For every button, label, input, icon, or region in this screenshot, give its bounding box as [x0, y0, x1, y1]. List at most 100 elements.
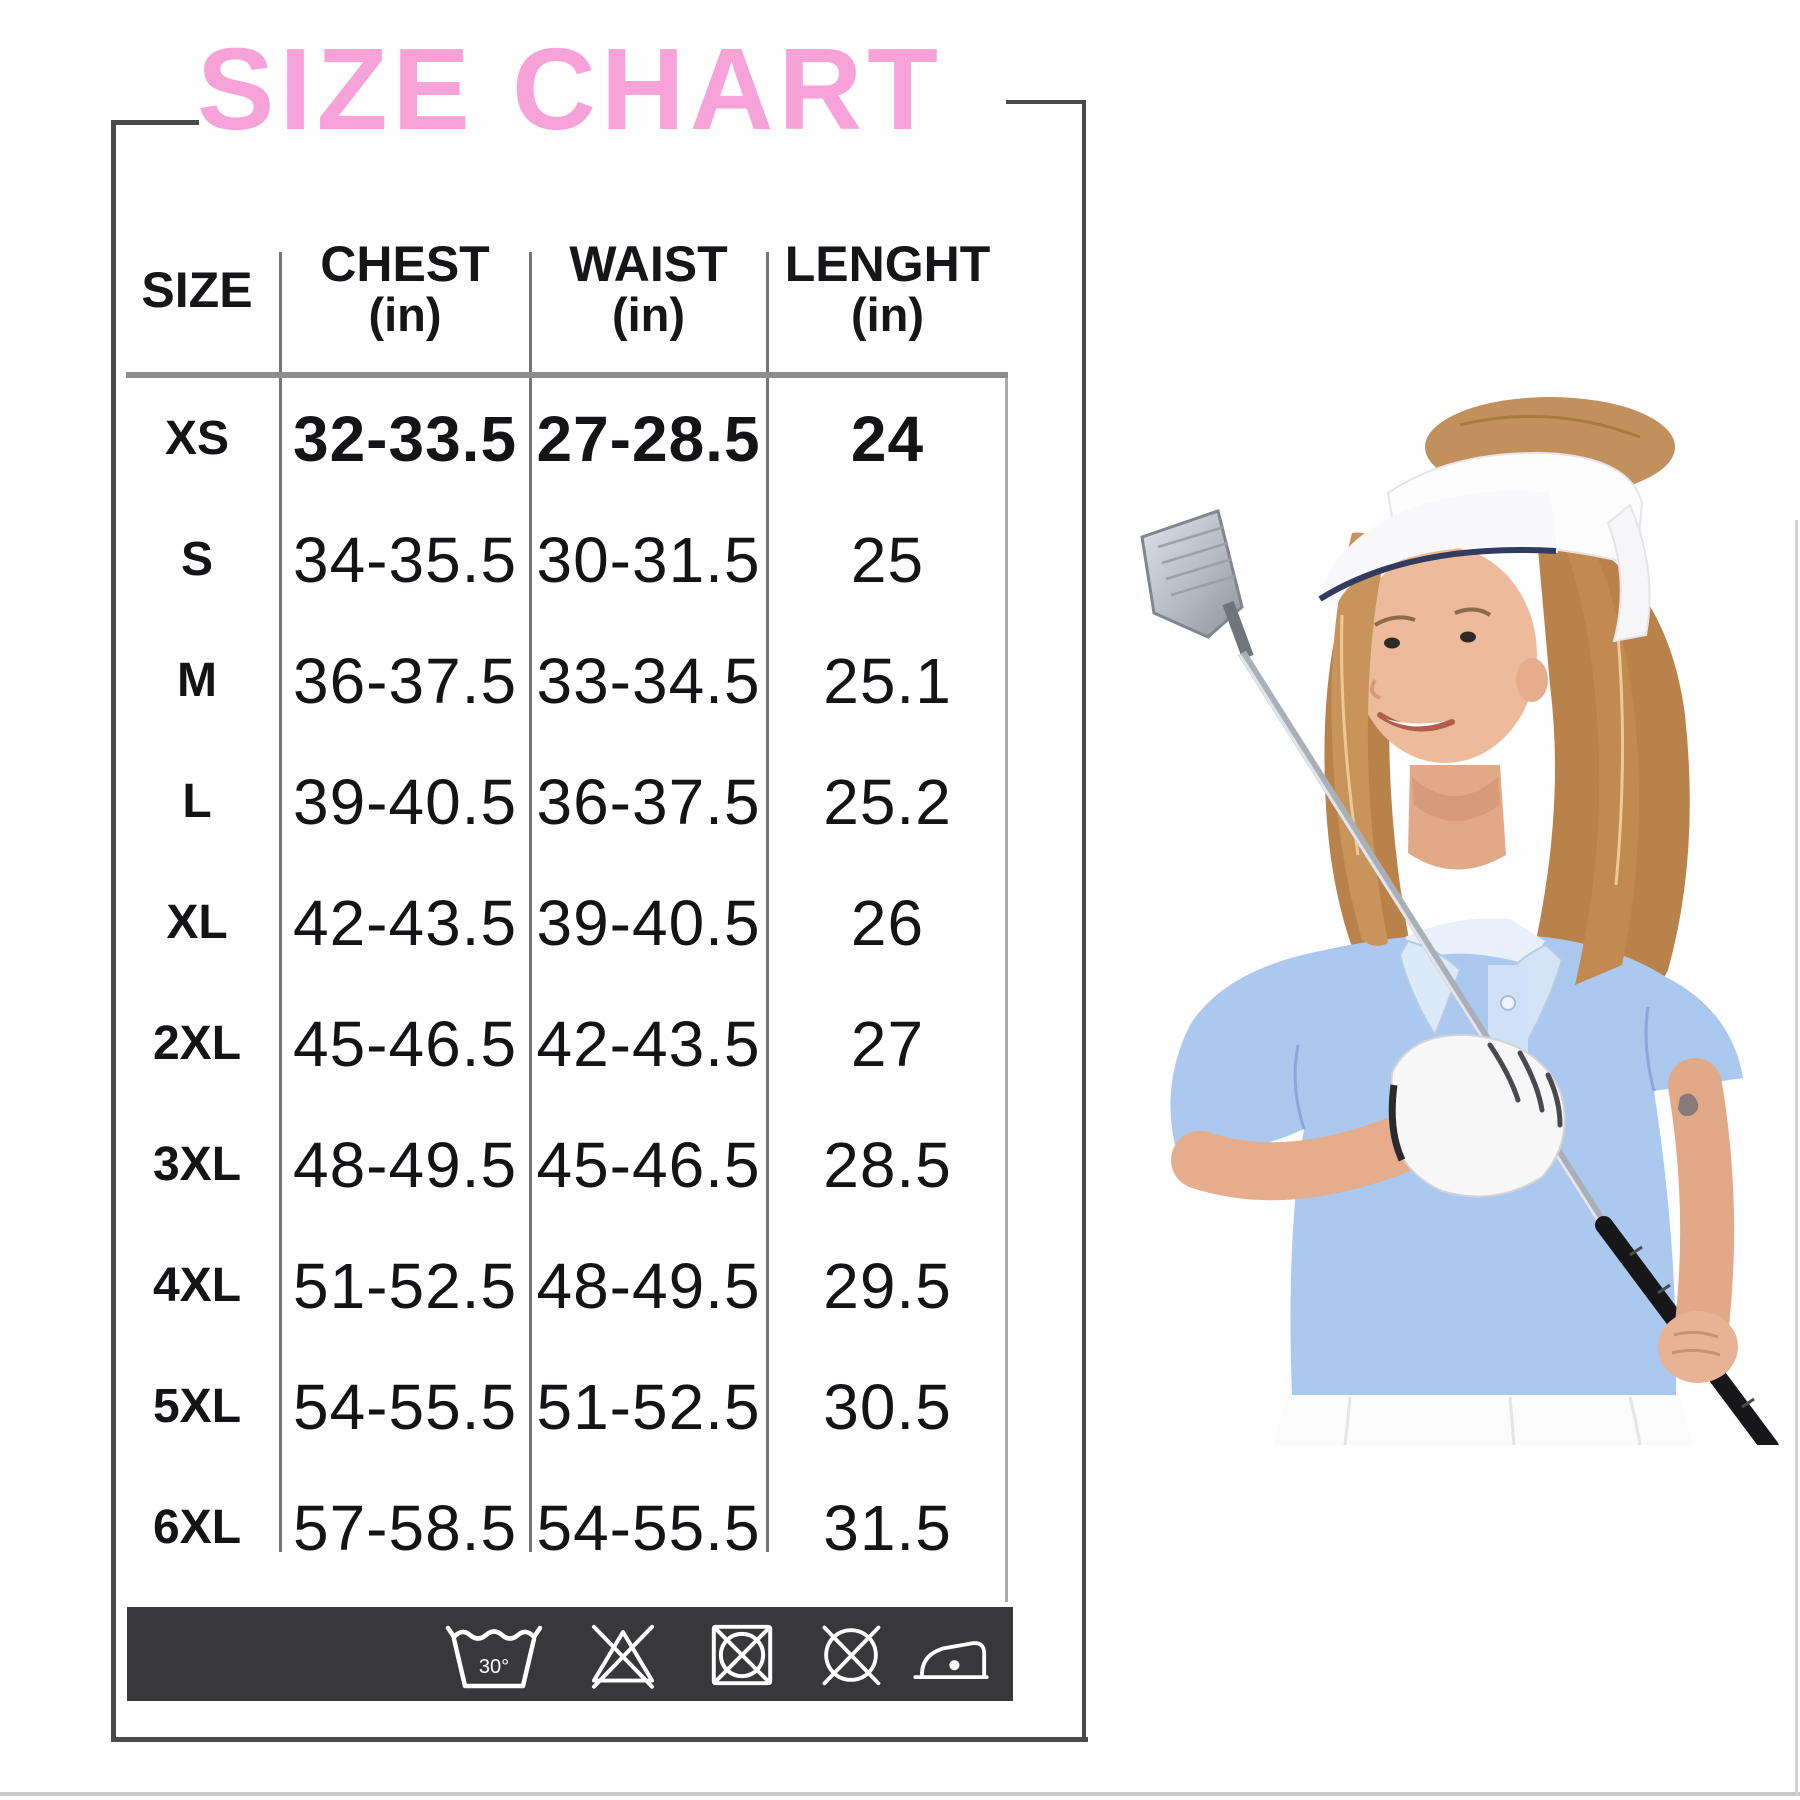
size-cell: 6XL [152, 1501, 242, 1554]
chest-cell: 54-55.5 [292, 1370, 518, 1443]
page-edge-artifact [0, 1792, 1800, 1796]
forearm [1171, 1111, 1439, 1201]
chest-cell: 48-49.5 [292, 1128, 518, 1201]
waist-cell: 42-43.5 [536, 1007, 761, 1080]
waist-cell: 36-37.5 [536, 765, 761, 838]
frame-left-border [111, 120, 116, 1742]
column-divider [1005, 372, 1008, 1602]
frame-bottom-border [111, 1737, 1088, 1742]
size-cell: 2XL [152, 1017, 242, 1070]
chest-cell: 42-43.5 [292, 886, 518, 959]
length-cell: 31.5 [823, 1491, 952, 1564]
size-cell: XS [164, 412, 230, 465]
neck-shadow [1412, 777, 1500, 821]
smile [1377, 712, 1455, 732]
header-unit: (in) [850, 288, 925, 341]
care-instructions-bar: 30° [127, 1607, 1013, 1701]
do-not-tumble-dry-icon [711, 1624, 773, 1686]
length-cell: 25.1 [823, 644, 952, 717]
polo-button [1500, 995, 1516, 1011]
header-label: CHEST [320, 236, 490, 292]
size-row-6xl: 6XL 57-58.5 54-55.5 31.5 [114, 1467, 1008, 1588]
chest-cell: 32-33.5 [292, 402, 518, 475]
chest-cell: 51-52.5 [292, 1249, 518, 1322]
iron-icon [913, 1641, 989, 1680]
golfer-photo [1140, 397, 1779, 1445]
size-row-m: M 36-37.5 33-34.5 25.1 [114, 620, 1008, 741]
waist-cell: 51-52.5 [536, 1370, 761, 1443]
page-edge-artifact [1795, 520, 1798, 1796]
waist-cell: 45-46.5 [536, 1128, 761, 1201]
size-row-xl: XL 42-43.5 39-40.5 26 [114, 862, 1008, 983]
eye [1460, 631, 1476, 643]
size-cell: 5XL [152, 1380, 242, 1433]
size-row-5xl: 5XL 54-55.5 51-52.5 30.5 [114, 1346, 1008, 1467]
eyebrow [1454, 607, 1492, 617]
size-cell: 4XL [152, 1259, 242, 1312]
nose [1369, 678, 1381, 700]
size-cell: 3XL [152, 1138, 242, 1191]
wash-30-icon: 30° [445, 1625, 543, 1689]
size-row-l: L 39-40.5 36-37.5 25.2 [114, 741, 1008, 862]
header-unit: (in) [368, 288, 442, 341]
page-title: SIZE CHART [197, 24, 943, 154]
eye [1384, 637, 1400, 649]
length-cell: 27 [850, 1007, 925, 1080]
table-header-row: SIZE CHEST (in) WAIST (in) LENGHT (in) [114, 238, 1008, 372]
do-not-bleach-icon [591, 1624, 655, 1689]
header-label: SIZE [141, 262, 253, 318]
face [1353, 547, 1548, 763]
frame-top-left-segment [111, 120, 199, 125]
size-row-3xl: 3XL 48-49.5 45-46.5 28.5 [114, 1104, 1008, 1225]
length-cell: 26 [850, 886, 925, 959]
header-underline [126, 372, 1008, 378]
waist-cell: 39-40.5 [536, 886, 761, 959]
header-cell-waist: WAIST (in) [530, 238, 767, 372]
club-head [1140, 509, 1244, 639]
eyebrow [1373, 615, 1416, 627]
waist-cell: 33-34.5 [536, 644, 761, 717]
length-cell: 24 [850, 402, 925, 475]
waist-cell: 30-31.5 [536, 523, 761, 596]
do-not-dry-clean-icon [822, 1625, 881, 1686]
column-divider [279, 252, 282, 1552]
table-body: XS 32-33.5 27-28.5 24 S 34-35.5 30-31.5 25 M 36-3… [114, 378, 1008, 1588]
size-cell: L [182, 775, 212, 828]
header-cell-chest: CHEST (in) [280, 238, 530, 372]
size-row-s: S 34-35.5 30-31.5 25 [114, 499, 1008, 620]
waist-cell: 48-49.5 [536, 1249, 761, 1322]
ear [1516, 658, 1548, 702]
chest-cell: 57-58.5 [292, 1491, 518, 1564]
header-unit: (in) [611, 288, 686, 341]
tattoo [1678, 1093, 1699, 1117]
chest-cell: 36-37.5 [292, 644, 518, 717]
waist-cell: 54-55.5 [536, 1491, 761, 1564]
column-divider [529, 252, 532, 1552]
wash-temperature: 30° [479, 1656, 509, 1678]
skirt [1274, 1395, 1693, 1445]
length-cell: 25 [850, 523, 925, 596]
header-label: WAIST [569, 236, 728, 292]
golf-glove [1388, 1033, 1566, 1198]
waist-cell: 27-28.5 [536, 402, 761, 475]
size-cell: M [177, 654, 217, 707]
size-cell: XL [166, 896, 228, 949]
hand [1658, 1311, 1738, 1383]
header-cell-lenght: LENGHT (in) [767, 238, 1008, 372]
header-cell-size: SIZE [114, 238, 280, 372]
length-cell: 30.5 [823, 1370, 952, 1443]
chest-cell: 39-40.5 [292, 765, 518, 838]
frame-top-right-segment [1006, 100, 1086, 104]
size-row-4xl: 4XL 51-52.5 48-49.5 29.5 [114, 1225, 1008, 1346]
size-cell: S [180, 533, 213, 586]
chest-cell: 34-35.5 [292, 523, 518, 596]
chest-cell: 45-46.5 [292, 1007, 518, 1080]
frame-right-border [1082, 100, 1086, 1742]
length-cell: 25.2 [823, 765, 952, 838]
arm [1658, 1058, 1738, 1383]
size-row-xs: XS 32-33.5 27-28.5 24 [114, 378, 1008, 499]
column-divider [766, 252, 769, 1552]
visor [1318, 397, 1675, 643]
visor-trim [1318, 547, 1557, 602]
